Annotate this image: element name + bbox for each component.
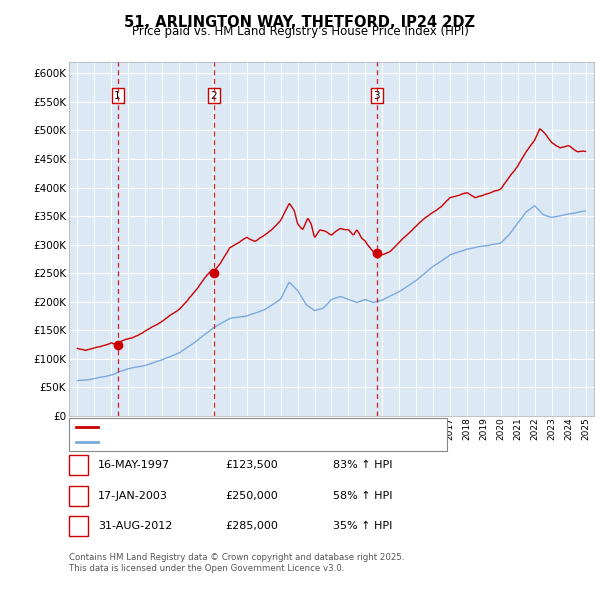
Text: 17-JAN-2003: 17-JAN-2003	[98, 491, 167, 500]
Text: 1: 1	[75, 460, 82, 470]
Text: 2: 2	[211, 91, 217, 100]
Text: 3: 3	[373, 91, 380, 100]
Text: 16-MAY-1997: 16-MAY-1997	[98, 460, 170, 470]
Text: Price paid vs. HM Land Registry's House Price Index (HPI): Price paid vs. HM Land Registry's House …	[131, 25, 469, 38]
Text: £285,000: £285,000	[225, 522, 278, 531]
Text: 51, ARLINGTON WAY, THETFORD, IP24 2DZ: 51, ARLINGTON WAY, THETFORD, IP24 2DZ	[125, 15, 476, 30]
Text: 35% ↑ HPI: 35% ↑ HPI	[333, 522, 392, 531]
Text: 51, ARLINGTON WAY, THETFORD, IP24 2DZ (detached house): 51, ARLINGTON WAY, THETFORD, IP24 2DZ (d…	[100, 422, 418, 432]
Text: £123,500: £123,500	[225, 460, 278, 470]
Text: 2: 2	[75, 491, 82, 500]
Text: 83% ↑ HPI: 83% ↑ HPI	[333, 460, 392, 470]
Text: 1: 1	[114, 91, 121, 100]
Text: HPI: Average price, detached house, Breckland: HPI: Average price, detached house, Brec…	[100, 437, 345, 447]
Text: 3: 3	[75, 522, 82, 531]
Text: 58% ↑ HPI: 58% ↑ HPI	[333, 491, 392, 500]
Text: Contains HM Land Registry data © Crown copyright and database right 2025.
This d: Contains HM Land Registry data © Crown c…	[69, 553, 404, 573]
Text: 31-AUG-2012: 31-AUG-2012	[98, 522, 172, 531]
Text: £250,000: £250,000	[225, 491, 278, 500]
